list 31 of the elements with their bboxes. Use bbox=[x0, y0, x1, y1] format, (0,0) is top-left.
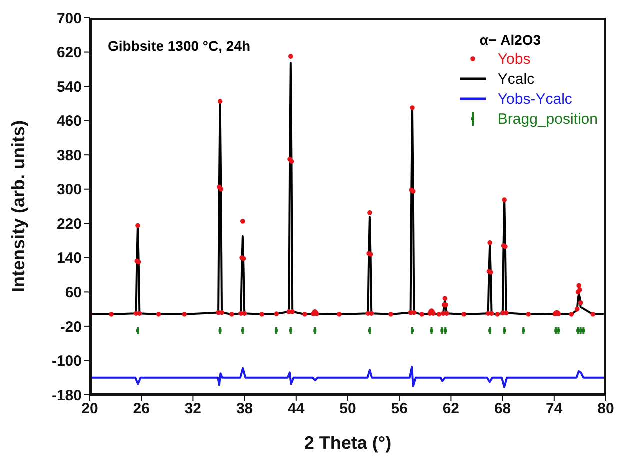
y-tick-label: -100 bbox=[52, 353, 82, 370]
legend-label: Bragg_position bbox=[498, 110, 598, 128]
y-tick-label: 220 bbox=[56, 216, 82, 233]
x-tick-label: 62 bbox=[442, 400, 460, 418]
y-tick-label: 700 bbox=[56, 10, 82, 28]
x-tick-label: 68 bbox=[494, 400, 512, 418]
y-tick-label: 540 bbox=[56, 78, 82, 96]
y-tick-label: 140 bbox=[56, 250, 82, 268]
y-tick-label: 620 bbox=[56, 44, 82, 62]
x-tick-label: 56 bbox=[391, 400, 408, 418]
x-tick-label: 50 bbox=[340, 400, 356, 418]
x-tick-label: 26 bbox=[133, 400, 150, 418]
y-tick-label: -180 bbox=[52, 387, 82, 404]
x-axis-title: 2 Theta (°) bbox=[304, 433, 392, 453]
legend-label: Yobs bbox=[498, 50, 531, 68]
x-tick-label: 44 bbox=[288, 400, 306, 418]
legend-title: α− Al2O3 bbox=[480, 32, 542, 48]
annotation: Gibbsite 1300 °C, 24h bbox=[108, 38, 251, 54]
legend-label: Ycalc bbox=[498, 70, 535, 88]
y-tick-label: 460 bbox=[56, 113, 82, 130]
y-tick-label: 300 bbox=[56, 182, 82, 199]
y-tick-label: 60 bbox=[65, 284, 82, 302]
x-tick-label: 80 bbox=[598, 400, 614, 418]
y-axis-title: Intensity (arb. units) bbox=[8, 120, 28, 293]
x-tick-label: 74 bbox=[546, 400, 564, 418]
x-tick-label: 32 bbox=[184, 400, 202, 418]
x-tick-label: 20 bbox=[82, 400, 98, 418]
y-tick-label: -20 bbox=[60, 318, 82, 336]
legend-label: Yobs-Ycalc bbox=[498, 90, 572, 108]
y-tick-label: 380 bbox=[56, 147, 82, 164]
x-tick-label: 38 bbox=[236, 400, 254, 418]
